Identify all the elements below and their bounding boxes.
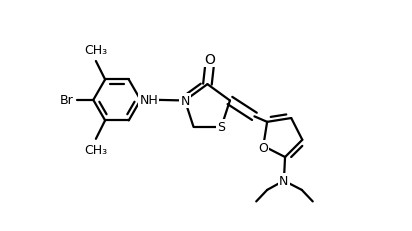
Text: Br: Br [59,94,73,107]
Text: S: S [218,121,225,134]
Text: CH₃: CH₃ [84,44,108,57]
Text: CH₃: CH₃ [84,144,108,157]
Text: N: N [279,174,288,187]
Text: NH: NH [139,94,158,107]
Text: N: N [180,94,190,107]
Text: O: O [204,53,215,67]
Text: O: O [258,141,268,154]
